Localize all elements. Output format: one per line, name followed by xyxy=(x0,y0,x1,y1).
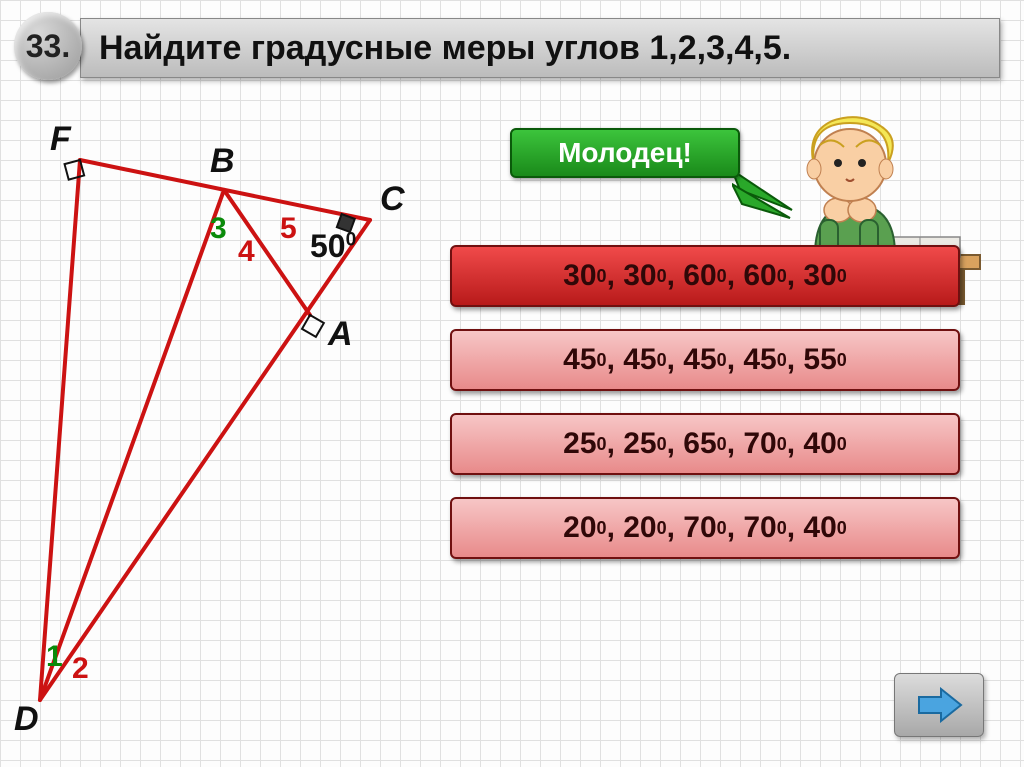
title-text: Найдите градусные меры углов 1,2,3,4,5. xyxy=(99,29,791,68)
answer-option-3[interactable]: 250, 250, 650, 700, 400 xyxy=(450,413,960,475)
angle-label-2: 2 xyxy=(72,652,89,686)
title-bar: Найдите градусные меры углов 1,2,3,4,5. xyxy=(80,18,1000,78)
answer-list: 300, 300, 600, 600, 300 450, 450, 450, 45… xyxy=(450,245,960,581)
feedback-bubble: Молодец! xyxy=(510,128,740,178)
geometry-diagram: F B C A D 345 12 500 xyxy=(10,100,440,740)
angle-label-5: 5 xyxy=(280,212,297,246)
vertex-label-C: C xyxy=(380,180,405,219)
given-angle: 500 xyxy=(310,228,356,265)
answer-option-1[interactable]: 300, 300, 600, 600, 300 xyxy=(450,245,960,307)
problem-number: 33. xyxy=(26,28,70,65)
answer-option-4[interactable]: 200, 200, 700, 700, 400 xyxy=(450,497,960,559)
answer-option-2[interactable]: 450, 450, 450, 450, 550 xyxy=(450,329,960,391)
problem-number-badge: 33. xyxy=(14,12,82,80)
angle-label-3: 3 xyxy=(210,212,227,246)
angle-label-1: 1 xyxy=(46,640,63,674)
arrow-right-icon xyxy=(915,687,963,723)
next-button[interactable] xyxy=(894,673,984,737)
angle-label-4: 4 xyxy=(238,235,255,269)
diagram-svg xyxy=(10,100,440,740)
vertex-label-D: D xyxy=(14,700,39,739)
speech-tail xyxy=(732,160,812,230)
vertex-label-B: B xyxy=(210,142,235,181)
vertex-label-F: F xyxy=(50,120,71,159)
vertex-label-A: A xyxy=(328,315,353,354)
feedback-text: Молодец! xyxy=(558,137,692,169)
